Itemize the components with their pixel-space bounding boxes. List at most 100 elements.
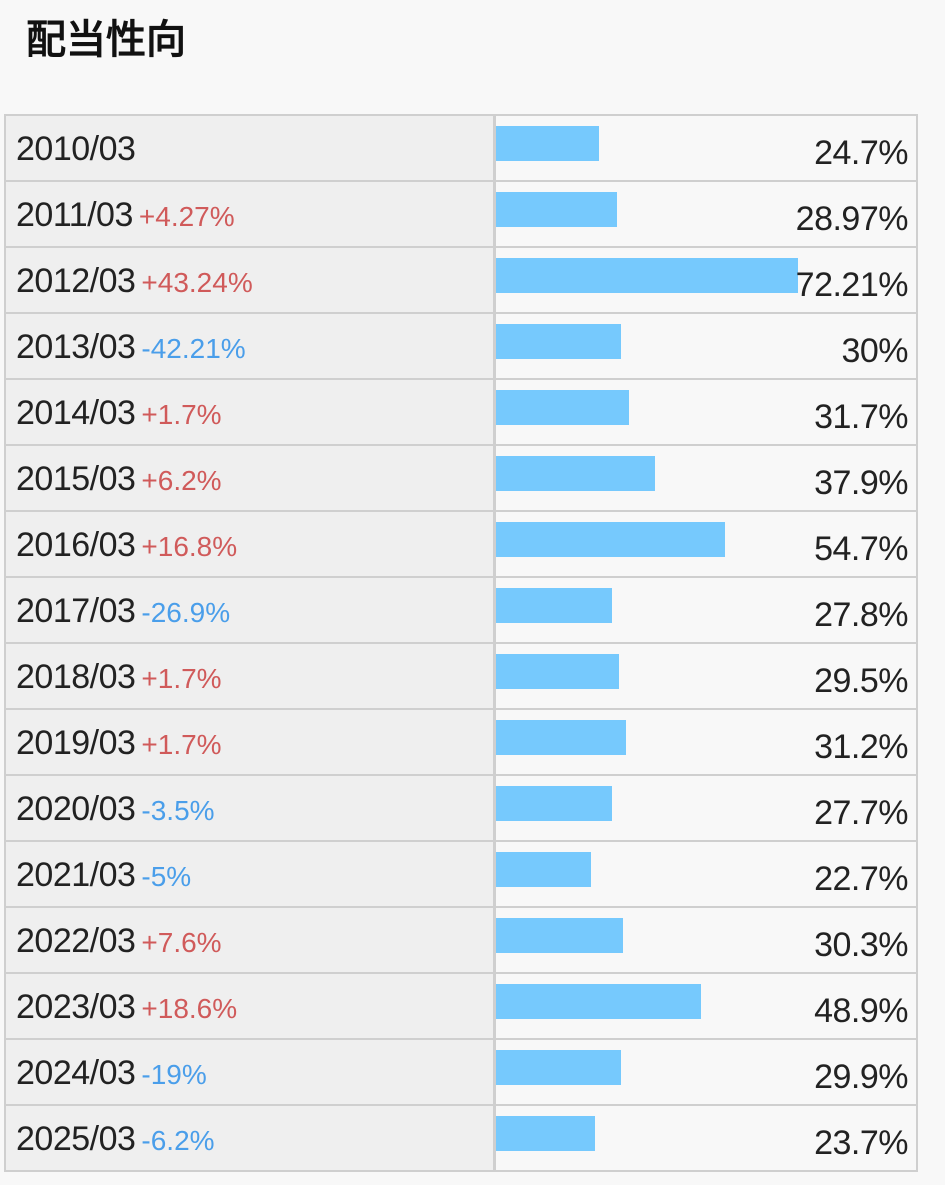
- fiscal-period-label: 2013/03: [16, 328, 136, 366]
- fiscal-period-label: 2010/03: [16, 130, 136, 168]
- payout-bar: [496, 588, 612, 623]
- change-label: -26.9%: [141, 597, 231, 628]
- change-label: +16.8%: [141, 531, 238, 562]
- change-label: +1.7%: [141, 729, 222, 760]
- payout-ratio-label: 48.9%: [814, 992, 908, 1030]
- payout-ratio-label: 72.21%: [795, 266, 909, 304]
- fiscal-period-cell: 2011/03 +4.27%: [6, 182, 493, 246]
- table-row: 2018/03 +1.7% 29.5%: [6, 644, 916, 708]
- payout-bar-cell: 28.97%: [496, 182, 916, 246]
- fiscal-period-cell: 2016/03 +16.8%: [6, 512, 493, 576]
- payout-bar: [496, 984, 701, 1019]
- payout-ratio-label: 23.7%: [814, 1124, 908, 1162]
- table-row: 2020/03 -3.5% 27.7%: [6, 776, 916, 840]
- fiscal-period-label: 2011/03: [16, 196, 133, 234]
- fiscal-period-label: 2023/03: [16, 988, 136, 1026]
- fiscal-period-label: 2025/03: [16, 1120, 136, 1158]
- payout-bar-cell: 30%: [496, 314, 916, 378]
- table-row: 2021/03 -5% 22.7%: [6, 842, 916, 906]
- payout-ratio-label: 37.9%: [814, 464, 908, 502]
- fiscal-period-label: 2024/03: [16, 1054, 136, 1092]
- fiscal-period-cell: 2024/03 -19%: [6, 1040, 493, 1104]
- payout-bar-cell: 72.21%: [496, 248, 916, 312]
- table-row: 2024/03 -19% 29.9%: [6, 1040, 916, 1104]
- table-row: 2016/03 +16.8% 54.7%: [6, 512, 916, 576]
- payout-bar: [496, 852, 591, 887]
- payout-bar: [496, 918, 623, 953]
- change-label: -3.5%: [141, 795, 215, 826]
- payout-bar-cell: 29.5%: [496, 644, 916, 708]
- change-label: +6.2%: [141, 465, 222, 496]
- table-row: 2011/03 +4.27% 28.97%: [6, 182, 916, 246]
- fiscal-period-label: 2015/03: [16, 460, 136, 498]
- payout-bar-cell: 27.8%: [496, 578, 916, 642]
- fiscal-period-label: 2017/03: [16, 592, 136, 630]
- table-row: 2023/03 +18.6% 48.9%: [6, 974, 916, 1038]
- fiscal-period-cell: 2023/03 +18.6%: [6, 974, 493, 1038]
- table-row: 2013/03 -42.21% 30%: [6, 314, 916, 378]
- change-label: +1.7%: [141, 399, 222, 430]
- change-label: -6.2%: [141, 1125, 215, 1156]
- payout-ratio-label: 27.8%: [814, 596, 908, 634]
- payout-bar-cell: 22.7%: [496, 842, 916, 906]
- fiscal-period-cell: 2012/03 +43.24%: [6, 248, 493, 312]
- fiscal-period-cell: 2017/03 -26.9%: [6, 578, 493, 642]
- payout-bar-cell: 48.9%: [496, 974, 916, 1038]
- payout-bar: [496, 1050, 621, 1085]
- payout-bar-cell: 27.7%: [496, 776, 916, 840]
- payout-bar: [496, 126, 599, 161]
- payout-ratio-label: 28.97%: [795, 200, 909, 238]
- payout-ratio-label: 24.7%: [814, 134, 908, 172]
- table-row: 2014/03 +1.7% 31.7%: [6, 380, 916, 444]
- payout-bar: [496, 720, 626, 755]
- payout-ratio-label: 31.2%: [814, 728, 908, 766]
- fiscal-period-label: 2018/03: [16, 658, 136, 696]
- payout-bar-cell: 37.9%: [496, 446, 916, 510]
- fiscal-period-cell: 2018/03 +1.7%: [6, 644, 493, 708]
- table-row: 2015/03 +6.2% 37.9%: [6, 446, 916, 510]
- change-label: +7.6%: [141, 927, 222, 958]
- page-title: 配当性向: [26, 17, 186, 63]
- payout-bar-cell: 31.2%: [496, 710, 916, 774]
- change-label: +43.24%: [141, 267, 253, 298]
- payout-ratio-label: 29.9%: [814, 1058, 908, 1096]
- change-label: -42.21%: [141, 333, 246, 364]
- payout-ratio-table: 2010/03 24.7% 2011/03 +4.27% 28.97% 2012/03 +4…: [4, 114, 918, 1172]
- fiscal-period-cell: 2013/03 -42.21%: [6, 314, 493, 378]
- payout-bar-cell: 23.7%: [496, 1106, 916, 1170]
- table-row: 2010/03 24.7%: [6, 116, 916, 180]
- fiscal-period-label: 2020/03: [16, 790, 136, 828]
- fiscal-period-cell: 2014/03 +1.7%: [6, 380, 493, 444]
- payout-ratio-label: 29.5%: [814, 662, 908, 700]
- fiscal-period-cell: 2010/03: [6, 116, 493, 180]
- change-label: +4.27%: [138, 201, 235, 232]
- table-row: 2025/03 -6.2% 23.7%: [6, 1106, 916, 1170]
- change-label: +1.7%: [141, 663, 222, 694]
- fiscal-period-label: 2021/03: [16, 856, 136, 894]
- payout-ratio-label: 27.7%: [814, 794, 908, 832]
- fiscal-period-cell: 2021/03 -5%: [6, 842, 493, 906]
- payout-bar: [496, 390, 629, 425]
- table-row: 2019/03 +1.7% 31.2%: [6, 710, 916, 774]
- payout-bar: [496, 456, 655, 491]
- payout-ratio-label: 30%: [841, 332, 908, 370]
- change-label: +18.6%: [141, 993, 238, 1024]
- change-label: -19%: [141, 1059, 207, 1090]
- fiscal-period-label: 2019/03: [16, 724, 136, 762]
- payout-bar-cell: 29.9%: [496, 1040, 916, 1104]
- payout-bar-cell: 30.3%: [496, 908, 916, 972]
- fiscal-period-cell: 2022/03 +7.6%: [6, 908, 493, 972]
- fiscal-period-cell: 2015/03 +6.2%: [6, 446, 493, 510]
- payout-bar: [496, 324, 621, 359]
- payout-bar: [496, 192, 617, 227]
- change-label: -5%: [141, 861, 192, 892]
- payout-ratio-label: 22.7%: [814, 860, 908, 898]
- fiscal-period-cell: 2025/03 -6.2%: [6, 1106, 493, 1170]
- fiscal-period-label: 2014/03: [16, 394, 136, 432]
- payout-bar-cell: 31.7%: [496, 380, 916, 444]
- payout-bar: [496, 1116, 595, 1151]
- payout-ratio-label: 31.7%: [814, 398, 908, 436]
- payout-bar-cell: 54.7%: [496, 512, 916, 576]
- fiscal-period-label: 2016/03: [16, 526, 136, 564]
- payout-ratio-label: 30.3%: [814, 926, 908, 964]
